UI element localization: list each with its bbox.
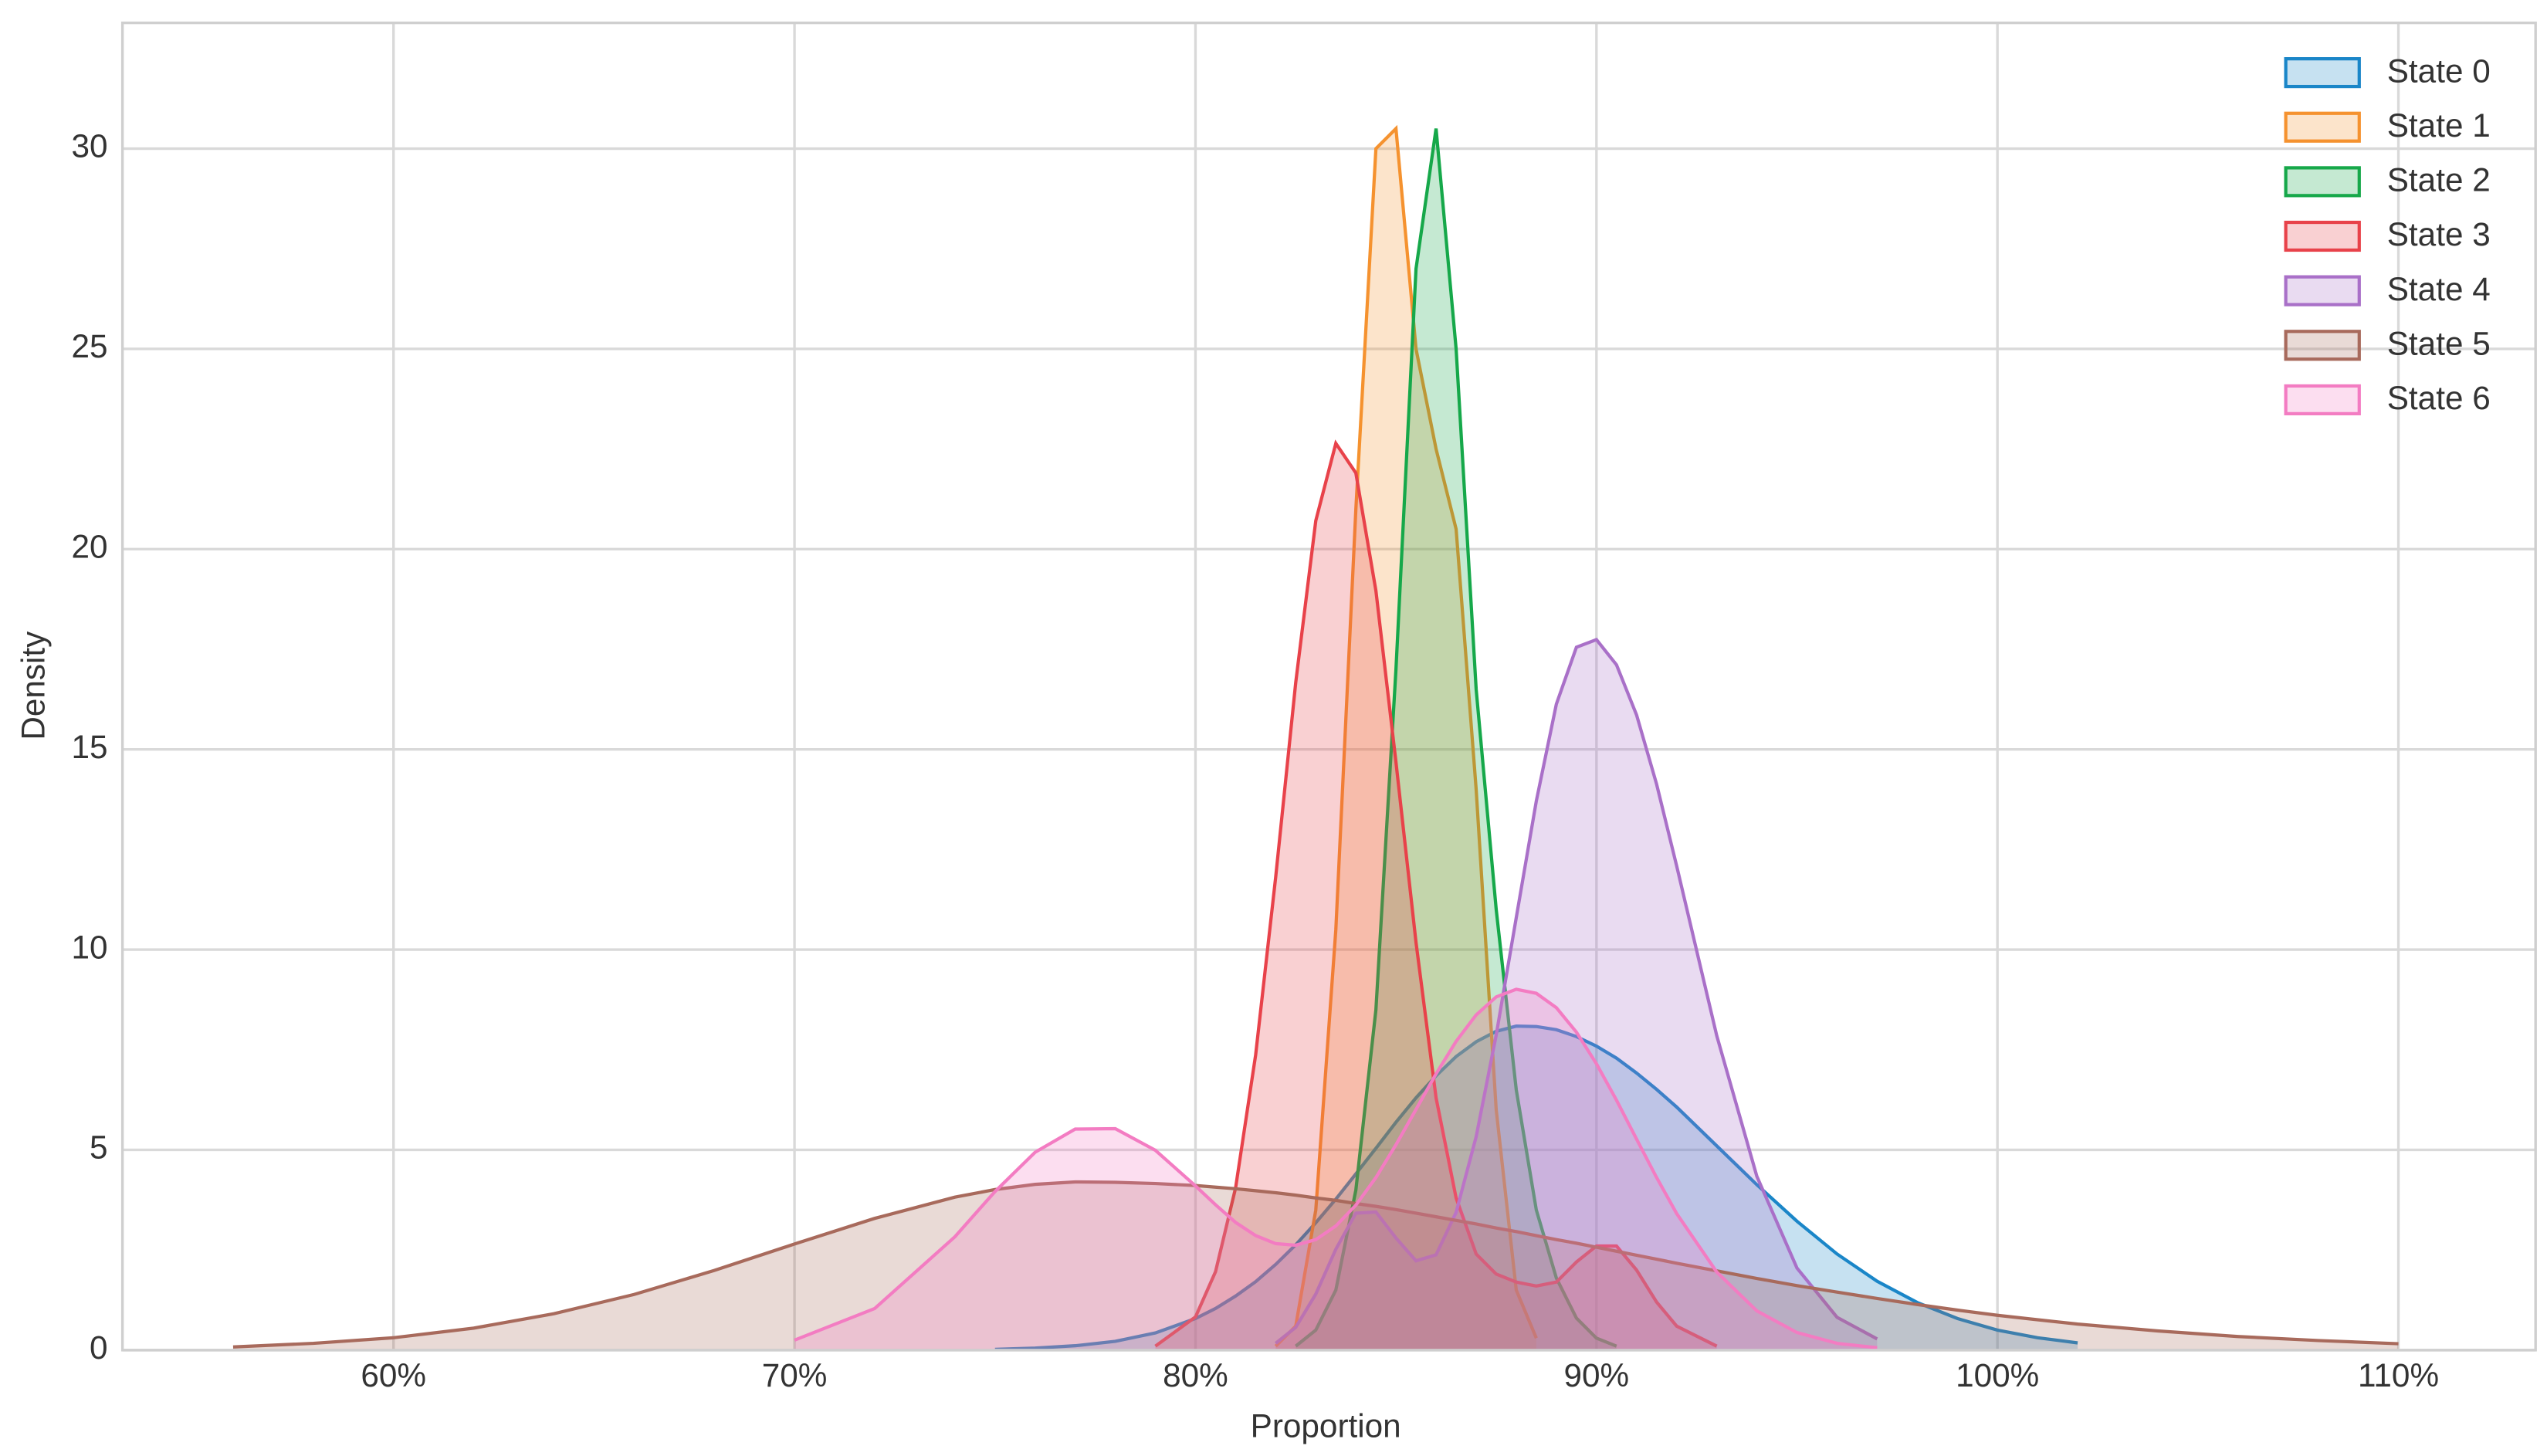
- x-tick-label: 70%: [762, 1357, 828, 1393]
- density-line: [794, 987, 1878, 1349]
- ticks: 0 5 10 15 20 25 30 60% 70% 80% 90% 100% 110%: [72, 128, 2440, 1393]
- density-area: [994, 1026, 2078, 1350]
- x-axis-label: Proportion: [1251, 1408, 1401, 1444]
- legend-swatch: [2284, 111, 2361, 143]
- density-line: [1275, 638, 1878, 1345]
- legend-swatch: [2284, 166, 2361, 198]
- density-area: [1296, 128, 1617, 1350]
- legend-swatch: [2284, 220, 2361, 252]
- density-area: [232, 1181, 2399, 1350]
- y-axis-label: Density: [15, 631, 52, 740]
- x-tick-label: 110%: [2358, 1357, 2439, 1393]
- y-tick-label: 25: [72, 328, 108, 364]
- x-tick-label: 90%: [1564, 1357, 1630, 1393]
- y-tick-label: 0: [90, 1329, 108, 1366]
- density-line: [1154, 439, 1718, 1348]
- legend-label: State 6: [2387, 380, 2491, 416]
- legend-label: State 4: [2387, 271, 2491, 307]
- density-area: [1275, 639, 1878, 1350]
- x-tick-label: 80%: [1163, 1357, 1228, 1393]
- legend-label: State 3: [2387, 216, 2491, 252]
- x-tick-label: 100%: [1956, 1357, 2039, 1393]
- density-area: [1275, 128, 1536, 1350]
- y-tick-label: 15: [72, 729, 108, 765]
- x-tick-label: 60%: [361, 1357, 426, 1393]
- legend-swatch: [2284, 275, 2361, 306]
- legend-label: State 2: [2387, 162, 2491, 198]
- y-tick-label: 5: [90, 1129, 108, 1166]
- plot-frame: [120, 21, 2537, 1352]
- legend-swatch: [2284, 330, 2361, 361]
- legend: State 0 State 1 State 2 State 3 State 4 State…: [2284, 52, 2491, 416]
- density-line: [994, 1024, 2078, 1351]
- grid: [122, 22, 2536, 1352]
- legend-label: State 1: [2387, 107, 2491, 144]
- legend-label: State 0: [2387, 52, 2491, 89]
- y-tick-label: 20: [72, 528, 108, 564]
- plot-area: [232, 124, 2399, 1351]
- y-tick-label: 30: [72, 128, 108, 164]
- density-line: [232, 1180, 2399, 1349]
- legend-swatch: [2284, 57, 2361, 89]
- y-tick-label: 10: [72, 929, 108, 965]
- legend-swatch: [2284, 384, 2361, 415]
- legend-label: State 5: [2387, 325, 2491, 361]
- density-area: [1155, 443, 1717, 1350]
- density-area: [794, 989, 1878, 1350]
